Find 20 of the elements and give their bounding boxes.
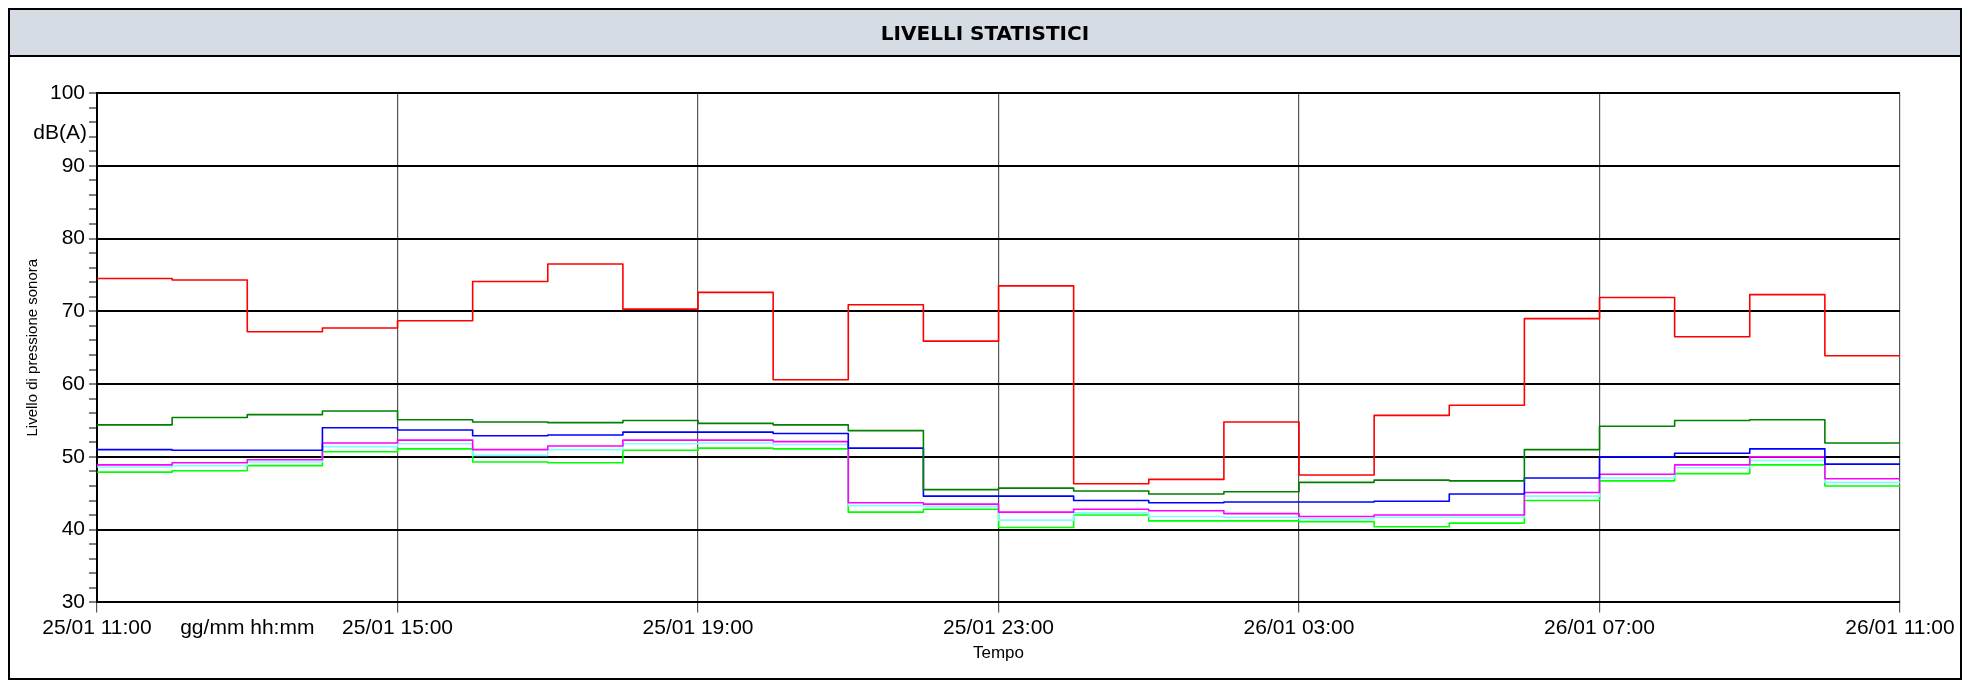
y-tick-label: 100 (49, 79, 86, 103)
chart-title: LIVELLI STATISTICI (10, 10, 1960, 57)
x-tick-label: 26/01 07:00 (1544, 614, 1655, 638)
y-tick-label: 80 (61, 225, 86, 249)
x-tick-label: 25/01 15:00 (342, 614, 453, 638)
x-tick-label: 25/01 11:00 (42, 614, 152, 638)
y-tick-label: 90 (61, 152, 86, 176)
y-tick-label: 60 (61, 370, 86, 394)
x-tick-label: 25/01 19:00 (642, 614, 754, 638)
y-tick-label: 50 (61, 443, 86, 467)
y-tick-label: 70 (61, 298, 86, 322)
text: dB(A) (33, 119, 88, 143)
x-tick-label: 26/01 03:00 (1243, 614, 1355, 638)
x-axis-title: Tempo (973, 643, 1025, 663)
y-axis-title: Livello di pressione sonora (23, 258, 41, 437)
x-tick-label: 26/01 11:00 (1845, 614, 1955, 638)
x-tick-label: 25/01 23:00 (943, 614, 1054, 638)
y-tick-label: 30 (61, 589, 86, 613)
y-tick-label: 40 (61, 516, 86, 540)
text: gg/mm hh:mm (180, 615, 315, 639)
